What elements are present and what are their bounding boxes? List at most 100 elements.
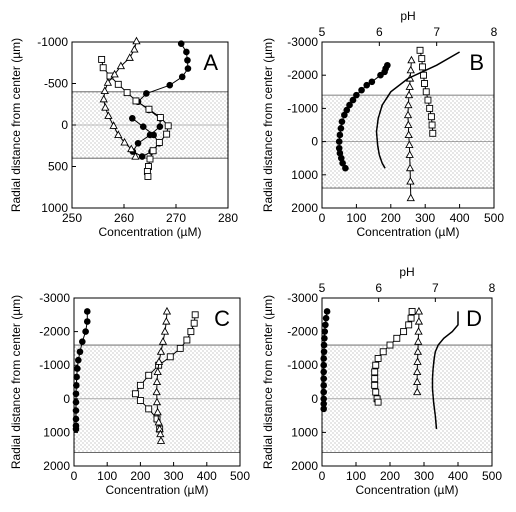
data-point [414,316,424,325]
data-point [74,365,81,372]
data-point [184,65,192,72]
data-point [132,97,140,105]
y-tick-label: -1000 [287,358,318,372]
data-point [73,382,80,389]
data-point [73,373,80,381]
data-point [320,388,328,396]
y-tick-label: 2000 [291,201,318,215]
y-tick-label: -2000 [287,68,318,82]
data-point [413,367,422,375]
data-point [144,173,152,180]
data-point [154,417,163,426]
data-point [405,140,414,148]
x-tick-label: 400 [448,469,468,483]
y-tick-label: 0 [63,392,70,406]
data-point [338,118,346,125]
data-point [405,163,415,172]
data-point [162,316,171,325]
y-tick-label: -2000 [39,325,70,339]
y-axis-label: Radial distance from center (µm) [261,295,275,469]
y-tick-label: -3000 [39,291,70,305]
data-point [153,407,162,416]
data-point [371,381,379,389]
y-tick-label: 1000 [291,168,318,182]
top-tick-label: 6 [376,25,383,39]
data-point [404,120,413,129]
x-tick-label: 280 [218,211,238,225]
y-tick-label: -500 [44,77,68,91]
data-point [386,341,394,349]
data-point [166,81,174,89]
y-axis-label: Radial distance from center (µm) [9,295,23,469]
top-tick-label: 5 [319,281,326,295]
top-tick-label: 8 [491,25,498,39]
data-point [163,130,171,138]
data-point [413,347,423,355]
data-point [407,314,415,322]
data-point [337,154,345,162]
x-tick-label: 200 [130,469,150,483]
data-point [429,129,437,137]
x-tick-label: 400 [450,211,470,225]
data-point [156,114,164,121]
data-point [154,357,164,365]
series-line [431,311,459,430]
data-point [374,355,382,362]
data-point [403,110,413,119]
x-tick-label: 400 [197,469,217,483]
data-point [132,36,141,45]
data-point [72,407,80,414]
data-point [99,94,108,103]
data-point [153,367,162,375]
data-point [120,137,129,146]
data-point [100,86,109,95]
data-point [158,337,168,345]
x-tick-label: 500 [484,211,504,225]
x-axis-label: Concentration (µM) [357,225,460,239]
top-axis-label: pH [399,265,414,279]
panel-letter: D [466,306,482,331]
panel-B: 0 100 200 300 400 500 -3000 -2000 -1000 0 1000 2000… [261,9,504,239]
data-point [116,61,126,70]
data-point [152,397,162,406]
data-point [145,105,153,113]
data-point [123,89,131,97]
data-point [405,150,414,158]
data-point [131,152,140,160]
y-tick-label: -3000 [287,35,318,49]
data-point [131,390,139,398]
data-point [72,425,80,433]
data-point [162,306,172,315]
data-point [422,88,430,96]
x-tick-label: 500 [482,469,502,483]
x-tick-label: 100 [346,211,366,225]
x-axis-label: Concentration (µM) [356,483,459,497]
x-tick-label: 0 [319,469,326,483]
x-tick-label: 0 [71,469,78,483]
data-point [136,397,144,404]
panel-letter: C [214,306,230,331]
y-tick-label: 500 [48,160,68,174]
data-point [414,306,424,315]
x-tick-label: 250 [62,211,82,225]
data-point [372,388,380,396]
panel-C: 0 100 200 300 400 500 -3000 -2000 -1000 0 1000 2000… [9,291,250,497]
data-point [414,337,423,345]
data-point [160,327,170,335]
data-point [368,78,376,86]
top-tick-label: 7 [433,25,440,39]
y-tick-label: -1000 [37,35,68,49]
data-point [320,361,328,369]
data-point [187,328,195,336]
y-tick-label: -3000 [287,291,318,305]
data-point [335,138,343,145]
data-point [103,78,113,86]
data-point [404,100,413,109]
data-point [150,131,157,139]
data-point [341,111,348,119]
data-point [358,86,365,94]
data-point [320,382,328,389]
series-line [375,51,460,169]
data-point [406,65,415,74]
data-point [407,55,416,64]
